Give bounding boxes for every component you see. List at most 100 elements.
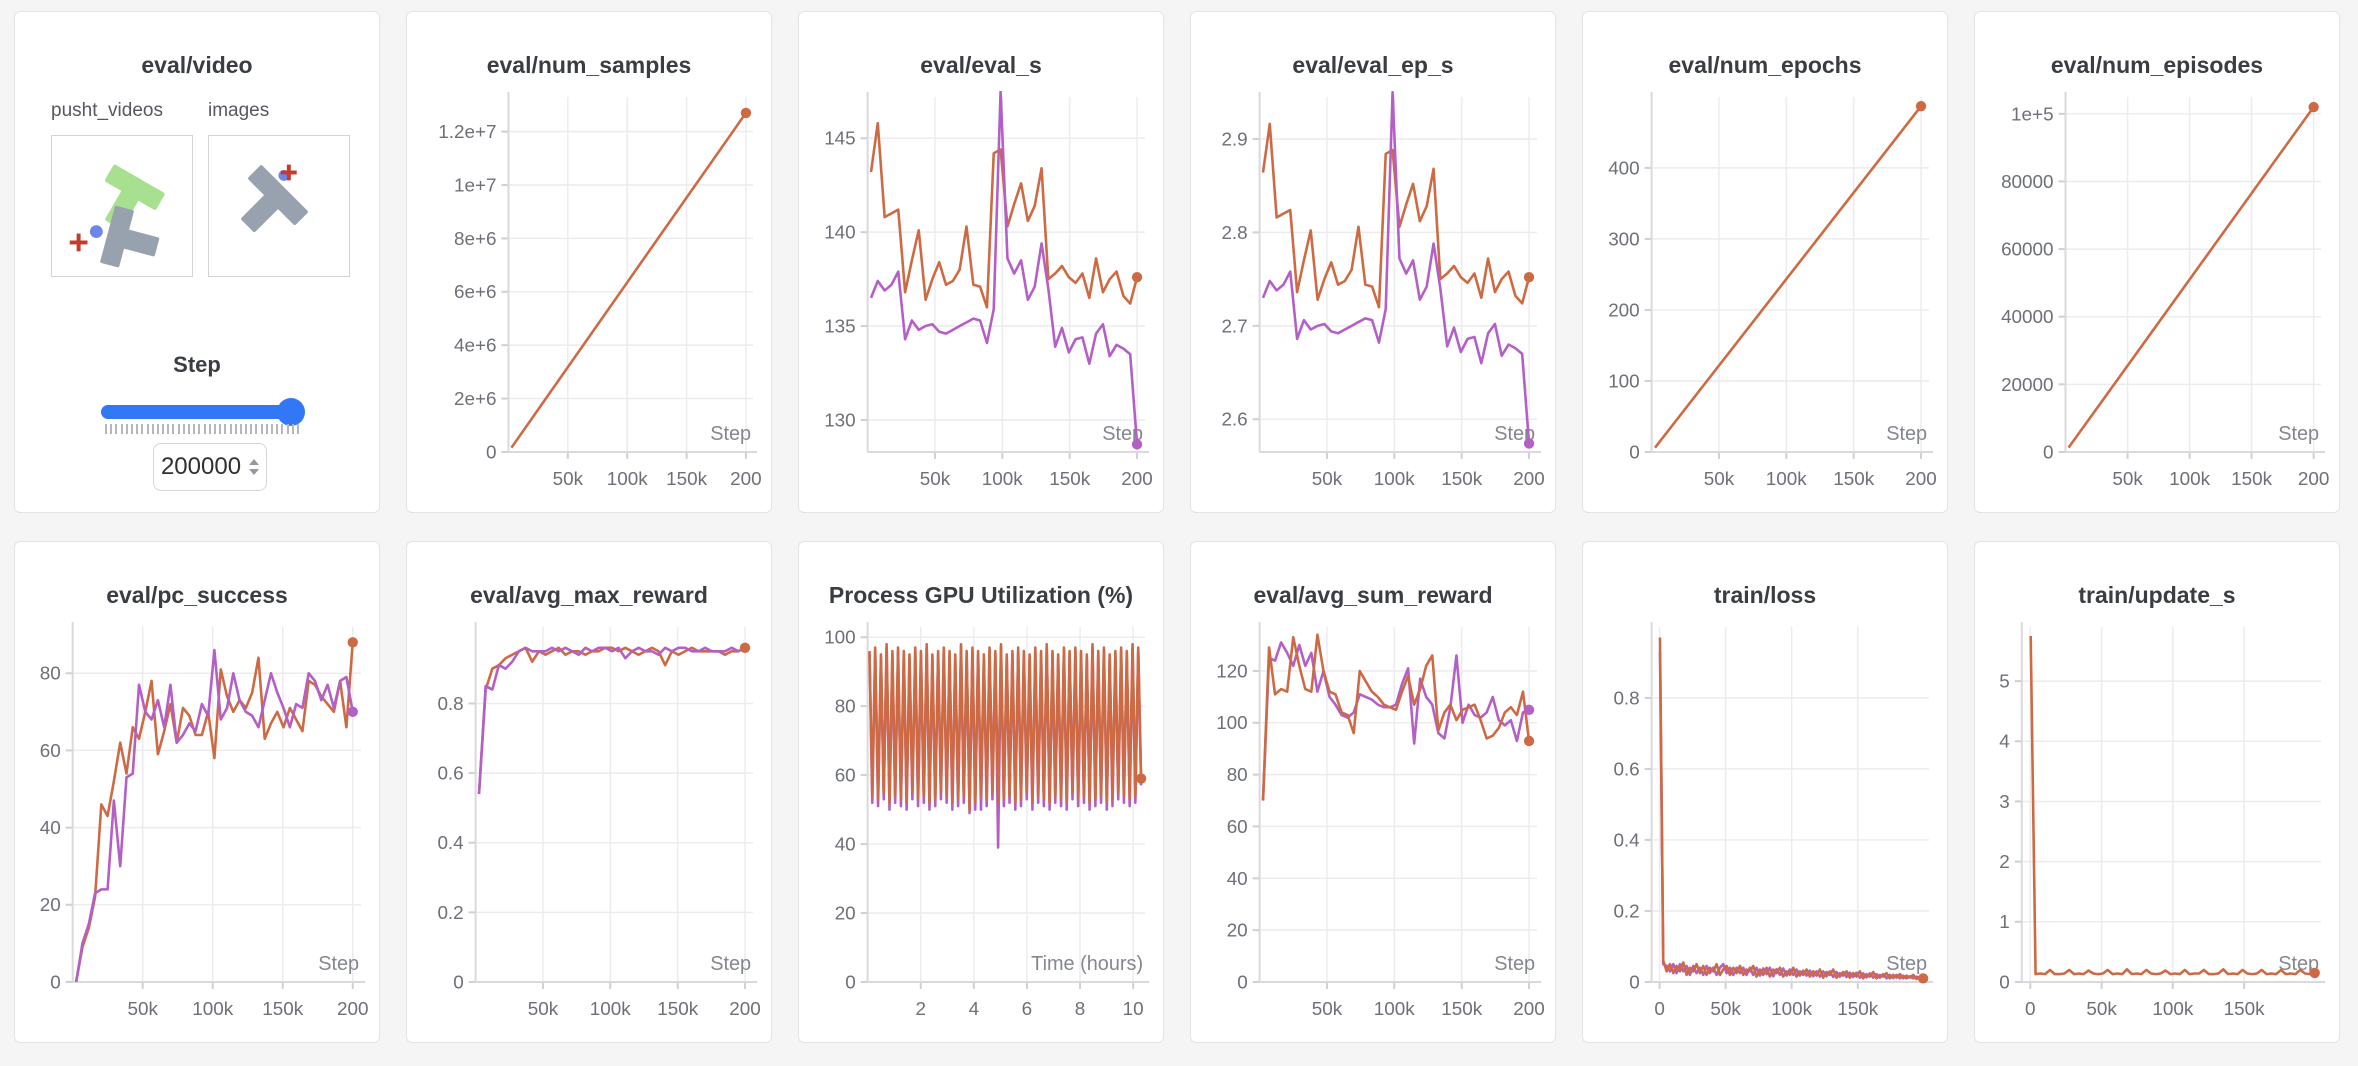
svg-text:80: 80 [1227,765,1248,786]
goal-cross-icon [69,233,88,252]
svg-text:60: 60 [1227,817,1248,838]
chart-canvas[interactable]: 0 20000 40000 60000 80000 1e+5 50k 100k 150k 200 S… [1975,12,2339,512]
step-down-icon[interactable] [249,469,260,475]
chart-panel[interactable]: eval/avg_sum_reward 0 20 40 60 80 100 120 50k 100… [1190,541,1556,1043]
chart-title: train/loss [1713,582,1817,608]
svg-text:Step: Step [2278,953,2319,975]
svg-text:20: 20 [40,895,61,916]
chart-canvas[interactable]: 0 1 2 3 4 5 0 50k 100k 150k Step [1975,542,2339,1042]
chart-panel[interactable]: train/loss 0 0.2 0.4 0.6 0.8 0 50k 100k 150k Step [1582,541,1948,1043]
images-thumbnail[interactable] [208,135,350,277]
chart-panel[interactable]: train/update_s 0 1 2 3 4 5 0 50k 100k 150k Step [1974,541,2340,1043]
svg-text:0: 0 [486,442,497,463]
svg-text:0: 0 [2025,999,2036,1020]
chart-canvas[interactable]: 0 20 40 60 80 100 2 4 6 8 10 Time (hours) [799,542,1163,1042]
svg-text:Step: Step [710,953,751,975]
agent-dot [89,225,103,239]
chart-panel[interactable]: eval/num_epochs 0 100 200 300 400 50k 100k 150k 2… [1582,11,1948,513]
latest-point-dot [1523,272,1535,283]
chart-panel[interactable]: eval/eval_ep_s 2.6 2.7 2.8 2.9 50k 100k 150k 200… [1190,11,1556,513]
chart-canvas[interactable]: 0 20 40 60 80 50k 100k 150k 200 Step [15,542,379,1042]
latest-point-dot [347,637,358,648]
svg-text:50k: 50k [2112,469,2143,490]
svg-text:145: 145 [824,129,856,150]
chart-canvas[interactable]: 2.6 2.7 2.8 2.9 50k 100k 150k 200 Step [1191,12,1555,512]
chart-panel[interactable]: Process GPU Utilization (%) 0 20 40 60 80 100 2… [798,541,1164,1043]
svg-text:0.2: 0.2 [437,903,463,924]
svg-text:20: 20 [835,903,856,924]
goal-cross-icon [280,164,297,181]
step-up-icon[interactable] [249,459,260,465]
svg-text:100: 100 [1216,713,1248,734]
step-slider-ruler [105,424,299,434]
latest-point-dot [1523,704,1535,716]
svg-text:200: 200 [730,469,762,490]
svg-text:50k: 50k [920,469,951,490]
svg-text:100k: 100k [1374,999,1415,1020]
svg-text:150k: 150k [2231,469,2272,490]
svg-text:60: 60 [835,766,856,787]
pusht-video-thumbnail[interactable] [51,135,193,277]
eval-video-panel[interactable]: eval/video pusht_videos images [14,11,380,513]
chart-panel[interactable]: eval/avg_max_reward 0 0.2 0.4 0.6 0.8 50k 100k 1… [406,541,772,1043]
svg-text:2.6: 2.6 [1221,410,1247,431]
svg-text:2: 2 [915,999,926,1020]
svg-text:1.2e+7: 1.2e+7 [438,122,496,143]
chart-title: eval/pc_success [106,582,288,608]
svg-text:100k: 100k [1374,469,1415,490]
svg-text:4e+6: 4e+6 [454,336,497,357]
chart-panel[interactable]: eval/pc_success 0 20 40 60 80 50k 100k 150k 200 St… [14,541,380,1043]
svg-text:0: 0 [50,972,61,993]
svg-text:5: 5 [1999,672,2010,693]
chart-canvas[interactable]: 0 20 40 60 80 100 120 50k 100k 150k 200 Step [1191,542,1555,1042]
svg-text:4: 4 [1999,732,2010,753]
latest-point-dot [1917,973,1929,984]
chart-canvas[interactable]: 0 100 200 300 400 50k 100k 150k 200 Step [1583,12,1947,512]
svg-text:150k: 150k [657,999,698,1020]
images-frame [241,164,308,232]
chart-panel[interactable]: eval/num_episodes 0 20000 40000 60000 80000 1e… [1974,11,2340,513]
chart-panel[interactable]: eval/num_samples 0 2e+6 4e+6 6e+6 8e+6 1e+7 1.2… [406,11,772,513]
step-slider[interactable] [101,405,301,419]
chart-panel[interactable]: eval/eval_s 130 135 140 145 50k 100k 150k 200 Ste… [798,11,1164,513]
svg-text:0.6: 0.6 [437,764,463,785]
svg-text:Step: Step [318,953,359,975]
stepper-arrows[interactable] [249,459,260,475]
svg-text:150k: 150k [666,469,707,490]
svg-text:100: 100 [1608,371,1640,392]
svg-text:150k: 150k [262,999,303,1020]
step-slider-handle[interactable] [277,398,305,426]
svg-text:200: 200 [1513,469,1545,490]
latest-point-dot [1131,272,1143,283]
svg-text:100k: 100k [607,469,648,490]
svg-text:0: 0 [1629,442,1640,463]
chart-canvas[interactable]: 130 135 140 145 50k 100k 150k 200 Step [799,12,1163,512]
latest-point-dot [347,706,358,718]
chart-title: eval/eval_s [920,52,1042,78]
chart-canvas[interactable]: 0 0.2 0.4 0.6 0.8 0 50k 100k 150k Step [1583,542,1947,1042]
svg-text:2.9: 2.9 [1221,129,1247,150]
latest-point-dot [1915,100,1927,112]
chart-canvas[interactable]: 0 0.2 0.4 0.6 0.8 50k 100k 150k 200 Step [407,542,771,1042]
svg-text:0: 0 [1629,972,1640,993]
svg-text:200: 200 [729,999,761,1020]
svg-text:50k: 50k [1312,469,1343,490]
chart-canvas[interactable]: 0 2e+6 4e+6 6e+6 8e+6 1e+7 1.2e+7 50k 100k 150k 20… [407,12,771,512]
svg-text:50k: 50k [127,999,158,1020]
svg-text:3: 3 [1999,792,2010,813]
latest-point-dot [1523,438,1535,449]
chart-title: train/update_s [2078,582,2236,608]
svg-text:0.4: 0.4 [437,833,463,854]
svg-text:80: 80 [40,664,61,685]
svg-text:130: 130 [824,410,856,431]
panel-title: eval/video [141,52,253,78]
svg-text:100k: 100k [2152,999,2193,1020]
svg-text:140: 140 [824,223,856,244]
svg-text:40: 40 [1227,869,1248,890]
chart-title: eval/num_samples [486,52,692,78]
svg-text:0.8: 0.8 [437,694,463,715]
step-input[interactable]: 200000 [153,443,267,491]
pusht-video-frame [69,164,165,268]
svg-text:50k: 50k [1312,999,1343,1020]
svg-text:6: 6 [1022,999,1033,1020]
